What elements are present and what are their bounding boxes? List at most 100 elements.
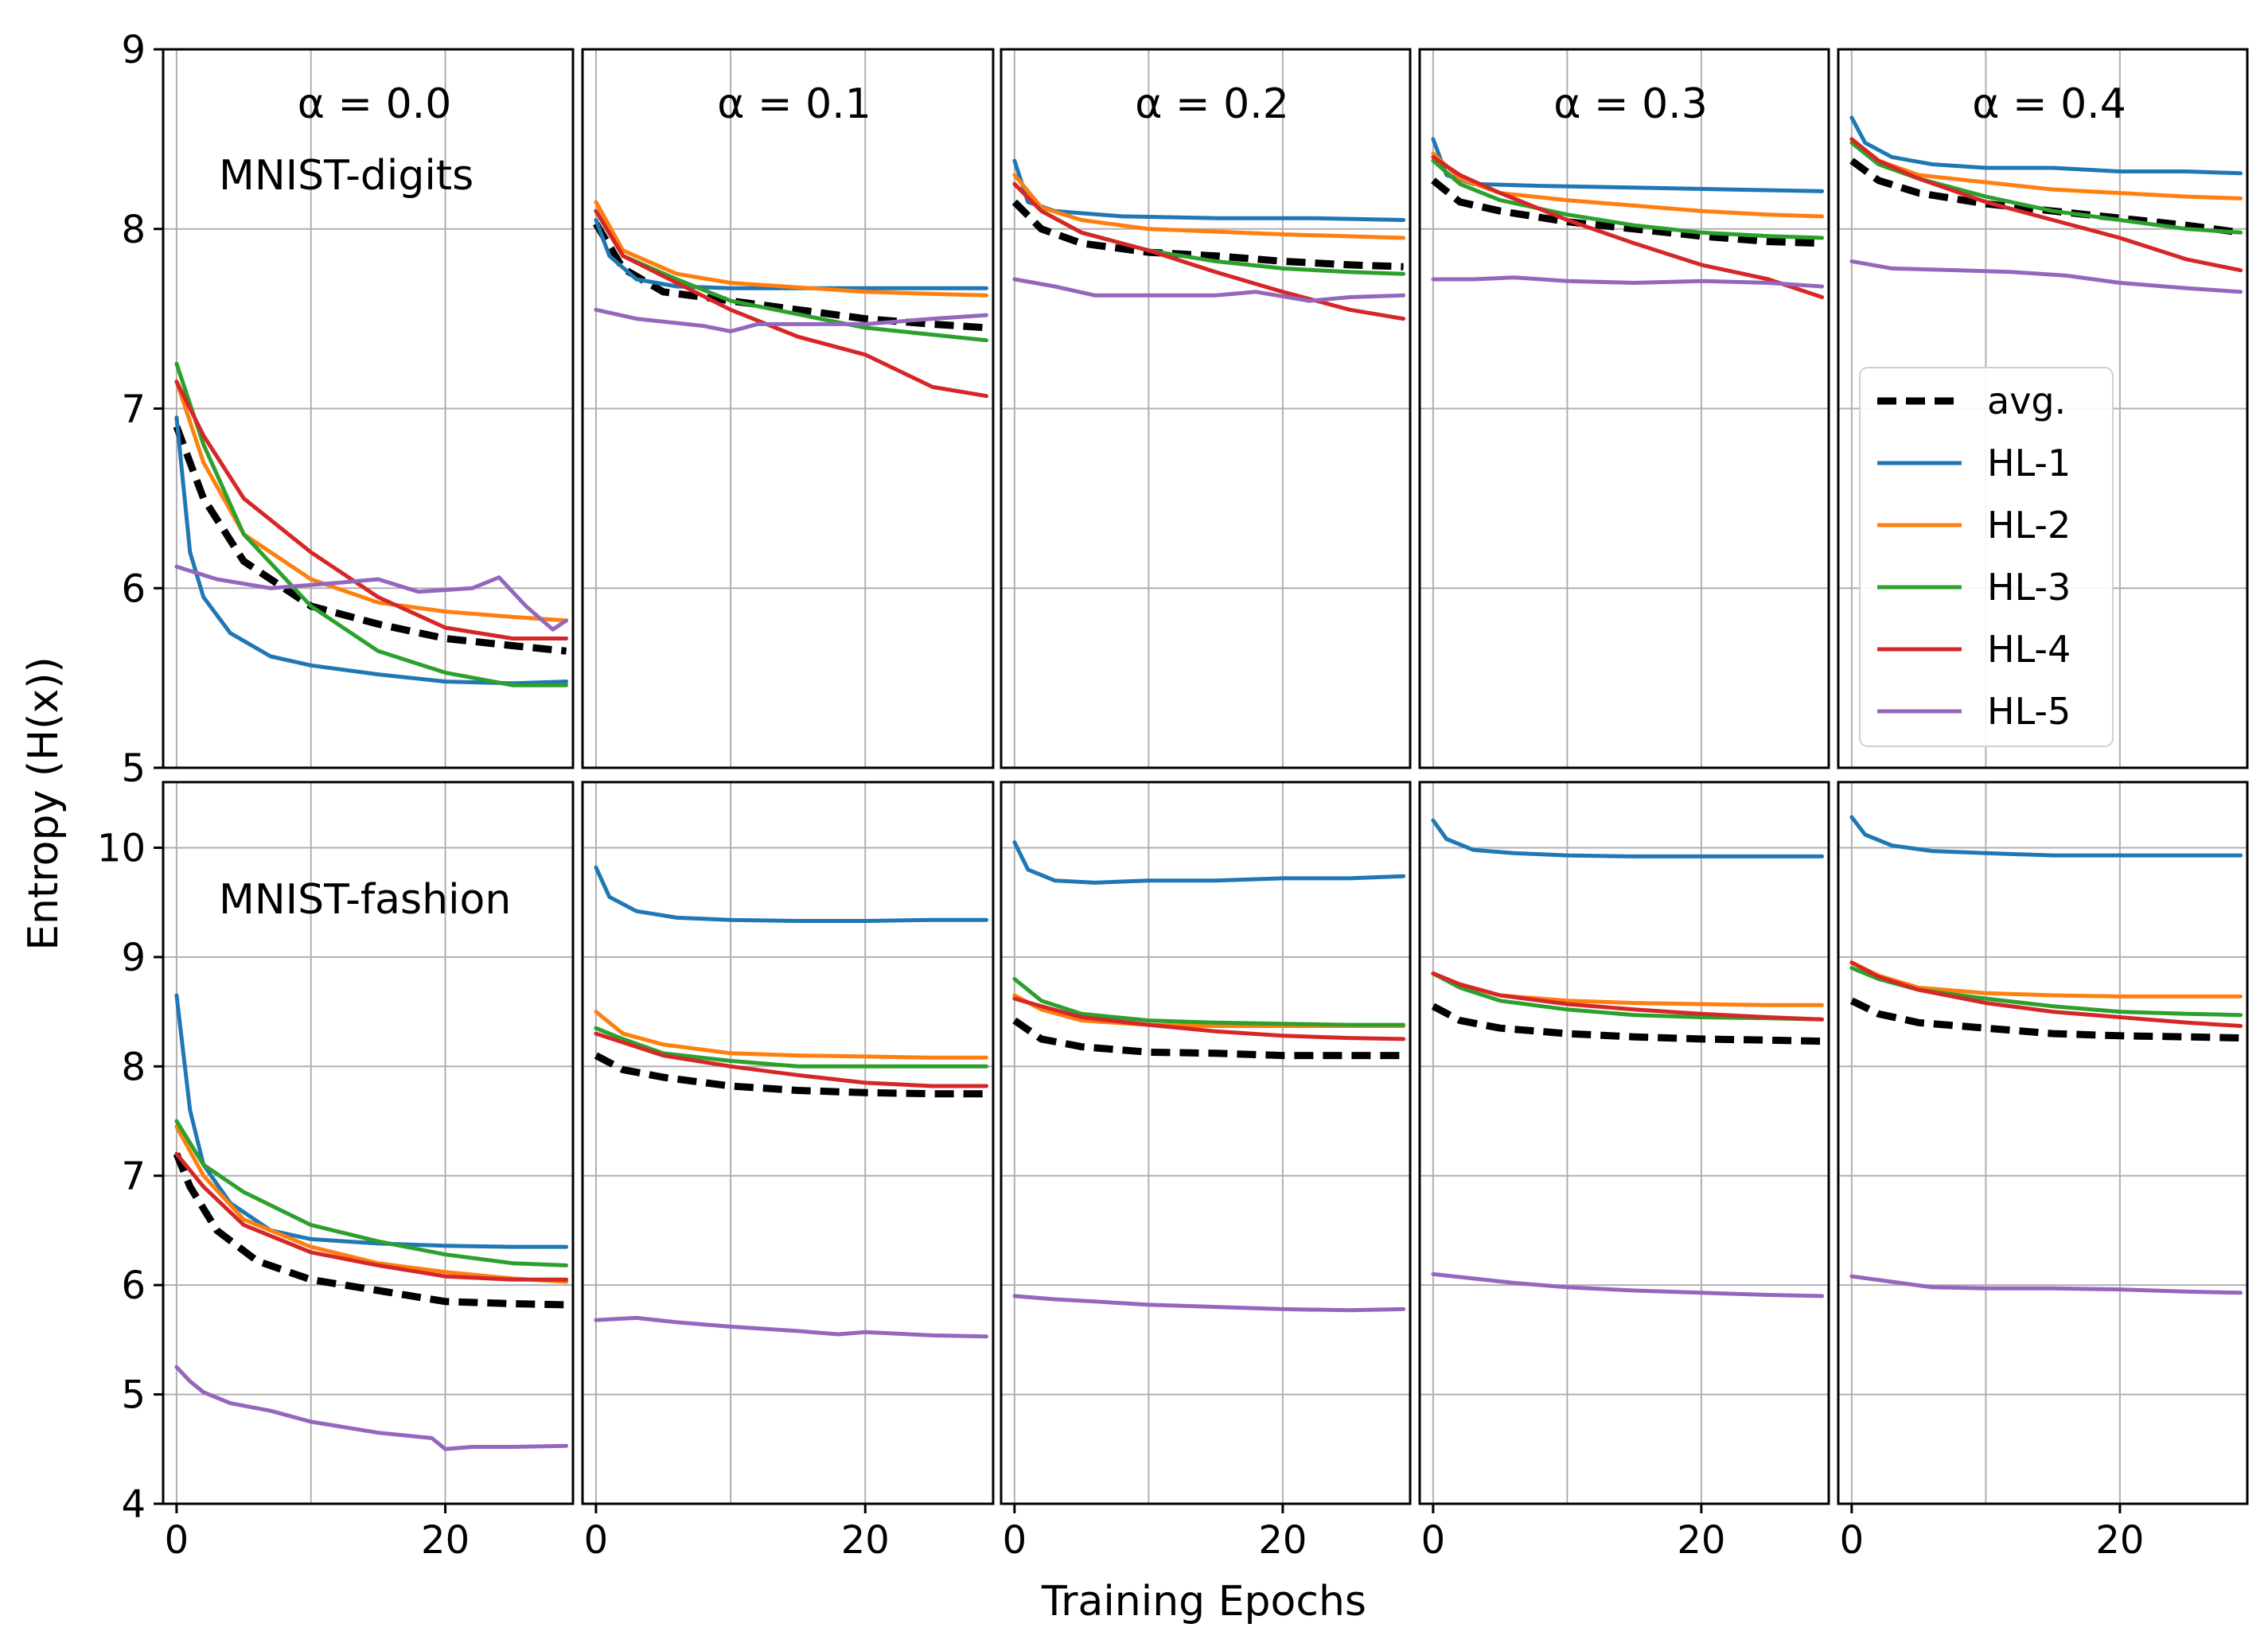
panel-r1-c0: 4 5 6 7 8 9 10 MNIST-fashion 0 20 [97, 781, 575, 1563]
y-axis-label: Entropy (H(x)) [20, 656, 68, 951]
series-line-avg [1849, 997, 2241, 1042]
panel-title: α = 0.2 [1135, 80, 1289, 128]
y-tick-label: 7 [121, 1154, 146, 1199]
panel-frame [581, 48, 995, 769]
series-line-hl-5 [1431, 1271, 1825, 1298]
y-tick-label: 7 [121, 387, 146, 432]
series-line-hl-4 [174, 1151, 569, 1282]
series-line-hl-2 [1012, 173, 1406, 240]
y-tick-label: 4 [121, 1482, 146, 1527]
series-line-hl-3 [1849, 140, 2243, 235]
y-tick-label: 6 [121, 566, 146, 611]
legend: avg. HL-1 HL-2 HL-3 HL-4 HL-5 [1859, 367, 2114, 747]
y-tick-label: 9 [121, 28, 146, 72]
panel-frame [1837, 48, 2249, 769]
legend-label-hl-3: HL-3 [1987, 566, 2071, 609]
series-line-hl-2 [174, 380, 569, 623]
dataset-label: MNIST-fashion [219, 876, 511, 924]
x-tick-label: 0 [1003, 1518, 1027, 1563]
panel-title: α = 0.0 [298, 80, 452, 128]
legend-label-hl-1: HL-1 [1987, 442, 2071, 485]
series-line-avg [173, 1152, 567, 1309]
y-tick-label: 9 [121, 936, 146, 980]
panel-grid: 5 6 7 8 9 MNIST-digits α = 0.0 α = 0.1 α = 0.2 α … [97, 28, 2249, 1563]
x-tick-label: 0 [584, 1518, 609, 1563]
x-tick-label: 20 [1677, 1518, 1725, 1563]
series-line-hl-5 [594, 307, 988, 333]
series-line-avg [1431, 177, 1822, 247]
series-line-hl-1 [594, 218, 988, 290]
legend-box [1859, 367, 2114, 747]
x-tick-label: 20 [2095, 1518, 2144, 1563]
series-line-hl-4 [1849, 960, 2243, 1028]
series-line-hl-5 [174, 1365, 569, 1451]
y-tick-label: 8 [121, 1045, 146, 1089]
y-tick-label: 10 [97, 826, 146, 870]
panel-r1-c2: 0 20 [1000, 781, 1412, 1563]
y-tick-label: 5 [121, 746, 146, 791]
legend-label-hl-2: HL-2 [1987, 504, 2071, 547]
series-line-avg [1849, 158, 2242, 236]
series-line-hl-5 [1012, 1294, 1406, 1313]
series-line-avg [1431, 1003, 1822, 1045]
series-line-hl-5 [1431, 275, 1825, 289]
series-line-hl-4 [1431, 971, 1825, 1022]
series-line-hl-2 [1431, 151, 1825, 219]
series-line-hl-1 [1431, 137, 1825, 193]
series-line-avg [173, 425, 567, 655]
panel-title: α = 0.3 [1553, 80, 1708, 128]
series-line-hl-2 [594, 1010, 988, 1060]
panel-r0-c4: α = 0.4 [1837, 48, 2249, 769]
dataset-label: MNIST-digits [219, 152, 473, 200]
series-line-hl-5 [594, 1315, 988, 1339]
series-line-hl-3 [174, 361, 569, 687]
series-line-hl-5 [1012, 277, 1406, 303]
series-line-hl-4 [1431, 154, 1825, 299]
legend-label-hl-5: HL-5 [1987, 690, 2071, 733]
panel-frame [1418, 781, 1830, 1505]
series-line-avg [1012, 1017, 1404, 1060]
panel-frame [1000, 781, 1412, 1505]
panel-r0-c0: 5 6 7 8 9 MNIST-digits α = 0.0 [121, 28, 575, 791]
series-line-hl-1 [1849, 815, 2243, 858]
series-line-hl-5 [1849, 259, 2243, 294]
y-tick-label: 5 [121, 1373, 146, 1418]
x-tick-label: 20 [1258, 1518, 1307, 1563]
series-line-hl-1 [594, 865, 988, 923]
panel-r0-c1: α = 0.1 [581, 48, 995, 769]
x-tick-label: 0 [1421, 1518, 1446, 1563]
series-line-hl-3 [1431, 158, 1825, 240]
series-line-hl-1 [174, 993, 569, 1249]
series-line-avg [594, 1052, 987, 1098]
panel-title: α = 0.1 [717, 80, 871, 128]
panel-r1-c1: 0 20 [581, 781, 995, 1563]
panel-frame [1418, 48, 1830, 769]
series-line-hl-5 [174, 564, 569, 632]
series-line-hl-4 [1849, 137, 2243, 273]
panel-r1-c3: 0 20 [1418, 781, 1830, 1563]
series-line-hl-4 [594, 1031, 988, 1088]
panel-r1-c4: 0 20 [1837, 781, 2249, 1563]
series-line-hl-5 [1849, 1274, 2243, 1295]
series-line-hl-4 [174, 380, 569, 640]
panel-r0-c2: α = 0.2 [1000, 48, 1412, 769]
series-line-hl-1 [1849, 115, 2243, 176]
series-line-hl-1 [1012, 840, 1406, 885]
x-tick-label: 20 [841, 1518, 890, 1563]
series-line-hl-2 [594, 200, 988, 298]
y-tick-label: 6 [121, 1263, 146, 1308]
series-line-hl-3 [594, 1026, 988, 1069]
panel-frame [162, 781, 575, 1505]
panel-frame [581, 781, 995, 1505]
series-line-hl-4 [1012, 181, 1406, 321]
x-tick-label: 20 [421, 1518, 470, 1563]
legend-label-avg: avg. [1987, 380, 2066, 422]
x-tick-label: 0 [1840, 1518, 1865, 1563]
series-line-hl-3 [174, 1119, 569, 1267]
series-line-hl-1 [1431, 818, 1825, 858]
x-axis-label: Training Epochs [1041, 1578, 1366, 1625]
series-line-hl-4 [1012, 996, 1406, 1041]
panel-frame [1000, 48, 1412, 769]
